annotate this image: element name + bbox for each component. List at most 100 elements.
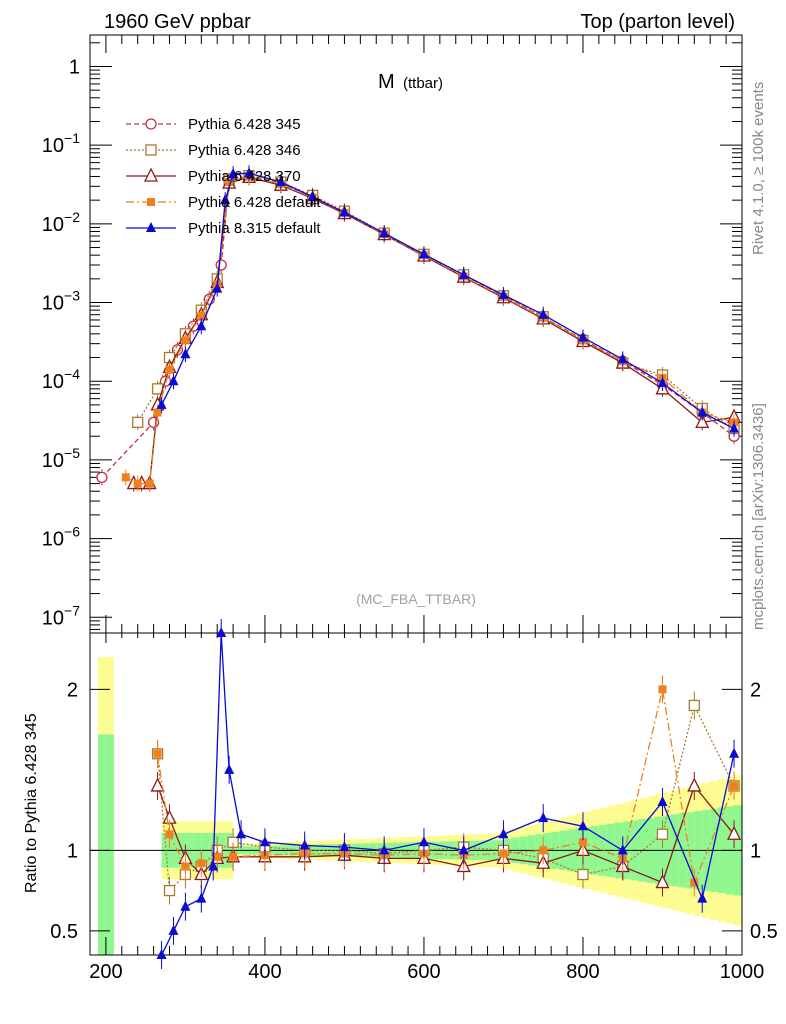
- data-point: [225, 178, 234, 187]
- y-tick-label: 10−1: [42, 130, 80, 157]
- ratio-data-point: [165, 830, 174, 839]
- x-tick-label: 600: [407, 961, 440, 983]
- main-series-group: [96, 165, 742, 492]
- ratio-data-point: [299, 839, 310, 850]
- ratio-data-point: [236, 828, 247, 839]
- data-point: [458, 268, 469, 279]
- ratio-data-point: [655, 874, 670, 889]
- data-point: [165, 365, 174, 374]
- legend: Pythia 6.428 345 Pythia 6.428 346 Pythia 6…: [126, 116, 321, 237]
- main-axis-ticks: 1 10−1 10−2 10−3 10−4 10−5 10−6 10−7: [42, 35, 743, 633]
- ratio-data-point: [163, 884, 176, 897]
- ratio-data-point: [577, 820, 588, 831]
- ratio-data-point: [208, 860, 219, 871]
- data-point: [418, 248, 429, 259]
- ratio-data-point: [180, 900, 191, 911]
- ratio-axis-ticks: 2 2 1 1 0.5 0.5 200 400 600 800 1000: [50, 633, 778, 983]
- x-tick-label: 400: [248, 961, 281, 983]
- band-inner: [97, 734, 106, 955]
- ratio-data-point: [224, 763, 235, 774]
- mcplots-label: mcplots.cern.ch [arXiv:1306.3436]: [750, 403, 767, 630]
- ratio-data-point: [197, 859, 206, 868]
- ratio-data-point: [168, 924, 179, 935]
- series-line: [137, 174, 735, 430]
- y-tick-label: 10−5: [42, 445, 80, 472]
- ratio-data-point: [259, 836, 270, 847]
- ratio-data-point: [658, 685, 667, 694]
- data-point: [275, 176, 286, 187]
- ratio-data-point: [458, 844, 469, 855]
- legend-marker: [145, 118, 157, 130]
- ratio-data-point: [216, 627, 227, 637]
- header-right: Top (parton level): [580, 11, 735, 33]
- ratio-data-point: [153, 749, 162, 758]
- rivet-label: Rivet 4.1.0, ≥ 100k events: [750, 82, 767, 255]
- ratio-bands: [97, 657, 742, 955]
- data-point: [132, 416, 144, 429]
- ratio-data-point: [726, 825, 742, 840]
- data-point: [153, 408, 162, 417]
- ratio-data-point: [578, 838, 587, 847]
- legend-marker: [147, 198, 155, 206]
- ratio-data-point: [213, 852, 222, 861]
- ratio-data-point: [150, 777, 165, 792]
- data-point: [339, 206, 350, 217]
- ratio-data-point: [577, 868, 589, 881]
- ratio-data-point: [539, 846, 548, 855]
- legend-label: Pythia 6.428 346: [188, 142, 301, 159]
- ratio-data-point: [196, 892, 207, 903]
- data-point: [538, 308, 549, 319]
- ratio-data-point: [657, 796, 668, 807]
- legend-label: Pythia 6.428 345: [188, 116, 301, 133]
- data-point: [498, 288, 509, 299]
- data-point: [617, 353, 628, 364]
- legend-marker: [143, 167, 159, 182]
- data-point: [133, 479, 142, 488]
- ratio-data-point: [418, 836, 429, 847]
- y-tick-label: 10−4: [42, 366, 80, 393]
- ratio-data-point: [729, 747, 740, 758]
- data-point: [307, 190, 318, 201]
- plot-title: M: [378, 71, 395, 93]
- ratio-data-point: [499, 849, 508, 858]
- data-point: [196, 320, 207, 331]
- ratio-data-point: [181, 862, 190, 871]
- data-point: [145, 479, 154, 488]
- ratio-y-tick-label: 0.5: [50, 921, 78, 943]
- ratio-data-point: [498, 828, 509, 839]
- ratio-data-point: [687, 777, 702, 792]
- legend-marker: [146, 222, 156, 232]
- data-point: [657, 376, 668, 387]
- ratio-data-point: [688, 699, 700, 712]
- data-point: [379, 227, 390, 238]
- ratio-data-point: [538, 812, 549, 823]
- band-inner: [105, 734, 114, 955]
- ratio-y-tick-label: 1: [67, 840, 78, 862]
- ratio-data-point: [730, 781, 739, 790]
- ratio-data-point: [697, 892, 708, 903]
- ratio-data-point: [156, 949, 167, 959]
- legend-marker: [145, 144, 157, 156]
- data-point: [121, 473, 130, 482]
- data-point: [156, 398, 167, 409]
- ratio-y-tick-label: 2: [67, 679, 78, 701]
- data-point: [215, 259, 227, 271]
- data-point: [228, 167, 239, 178]
- y-tick-label: 10−3: [42, 288, 80, 315]
- data-point: [96, 471, 108, 484]
- ratio-y-tick-label-right: 0.5: [750, 921, 778, 943]
- ratio-series-group: [150, 619, 742, 969]
- data-point: [729, 422, 740, 433]
- ratio-y-tick-label-right: 1: [750, 840, 761, 862]
- data-point: [220, 194, 231, 205]
- y-tick-label: 10−2: [42, 209, 80, 236]
- data-point: [695, 413, 710, 429]
- x-tick-label: 200: [89, 961, 122, 983]
- data-point: [697, 406, 708, 417]
- data-point: [212, 282, 223, 293]
- series-line: [161, 172, 735, 430]
- legend-label: Pythia 8.315 default: [188, 220, 321, 237]
- data-point: [180, 348, 191, 359]
- data-point: [168, 375, 179, 386]
- ratio-data-point: [656, 828, 669, 840]
